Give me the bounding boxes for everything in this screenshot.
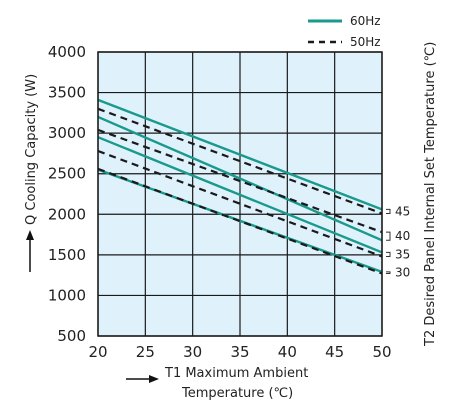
plot-frame [97, 51, 383, 337]
y-tick-label: 2500 [48, 165, 86, 183]
series-line-60hz-45 [97, 98, 383, 211]
x-tick-labels: 20 25 30 35 40 45 50 [88, 343, 391, 361]
legend: 60Hz 50Hz [308, 14, 381, 49]
y-axis-label: Q Cooling Capacity (W) [24, 74, 39, 225]
x-axis-arrowhead-icon [149, 375, 159, 383]
y-tick-label: 3000 [48, 124, 86, 142]
t2-bracket [386, 251, 391, 257]
t2-bracket [386, 231, 391, 241]
series-line-60hz-35 [97, 136, 383, 254]
x-tick-label: 30 [183, 343, 202, 361]
y-axis-label-group: Q Cooling Capacity (W) [24, 74, 39, 272]
series-line-50hz-35 [97, 149, 383, 258]
x-axis-label-group: T1 Maximum Ambient Temperature (℃) [126, 366, 308, 401]
series-line-50hz-40 [97, 128, 383, 234]
t2-label: 45 [395, 204, 410, 218]
y-tick-label: 2000 [48, 205, 86, 223]
y-axis-arrowhead-icon [26, 230, 34, 240]
series-line-50hz-30 [97, 167, 383, 275]
x-tick-label: 20 [88, 343, 107, 361]
t2-label: 30 [395, 266, 410, 280]
x-axis-label-line2: Temperature (℃) [181, 386, 293, 401]
t2-bracket [386, 271, 391, 275]
y-tick-label: 500 [57, 327, 86, 345]
t2-label: 40 [395, 229, 410, 243]
x-tick-label: 25 [136, 343, 155, 361]
y-tick-label: 4000 [48, 43, 86, 61]
legend-label-50hz: 50Hz [350, 35, 381, 49]
series-line-50hz-45 [97, 107, 383, 215]
y2-axis-label: T2 Desired Panel Internal Set Temperatur… [423, 42, 438, 347]
y-tick-label: 3500 [48, 84, 86, 102]
y-tick-labels: 500 1000 1500 2000 2500 3000 3500 4000 [48, 43, 86, 345]
t2-bracket [386, 208, 391, 214]
x-tick-label: 40 [278, 343, 297, 361]
series-line-60hz-40 [97, 115, 383, 242]
x-tick-label: 50 [372, 343, 391, 361]
x-tick-label: 35 [230, 343, 249, 361]
legend-label-60hz: 60Hz [350, 14, 381, 28]
x-tick-label: 45 [325, 343, 344, 361]
series-lines [97, 98, 383, 275]
y-tick-label: 1000 [48, 286, 86, 304]
y-tick-label: 1500 [48, 246, 86, 264]
t2-label: 35 [395, 247, 410, 261]
x-axis-label-line1: T1 Maximum Ambient [164, 366, 308, 381]
t2-labels: 45 40 35 30 [386, 204, 410, 280]
